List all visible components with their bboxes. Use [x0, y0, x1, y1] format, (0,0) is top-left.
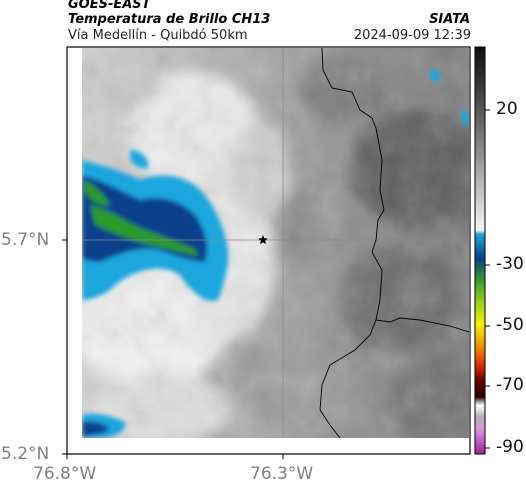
- lat-tick-label-1: 5.7°N: [1, 230, 50, 250]
- cb-label-4: -70: [496, 375, 524, 395]
- colorbar: [474, 46, 486, 455]
- lat-tick-label-2: 5.2°N: [1, 444, 50, 464]
- lon-tick-label-1: 76.8°W: [33, 464, 97, 484]
- region-subtitle: Vía Medellín - Quibdó 50km: [68, 28, 248, 43]
- cb-label-5: -90: [496, 437, 524, 457]
- satellite-title: GOES-EAST: [68, 0, 151, 12]
- star-icon: [258, 235, 268, 245]
- datetime-label: 2024-09-09 12:39: [353, 28, 471, 43]
- map-frame: [66, 46, 471, 455]
- cb-label-2: -30: [496, 254, 524, 274]
- satellite-image: [82, 48, 469, 438]
- cb-label-3: -50: [496, 315, 524, 335]
- product-title: Temperatura de Brillo CH13: [68, 12, 271, 27]
- cb-label-1: 20: [496, 99, 518, 119]
- brand-label: SIATA: [429, 12, 470, 27]
- border-line-1: [321, 48, 469, 333]
- border-line-2: [319, 319, 377, 438]
- lon-tick-label-2: 76.3°W: [250, 464, 314, 484]
